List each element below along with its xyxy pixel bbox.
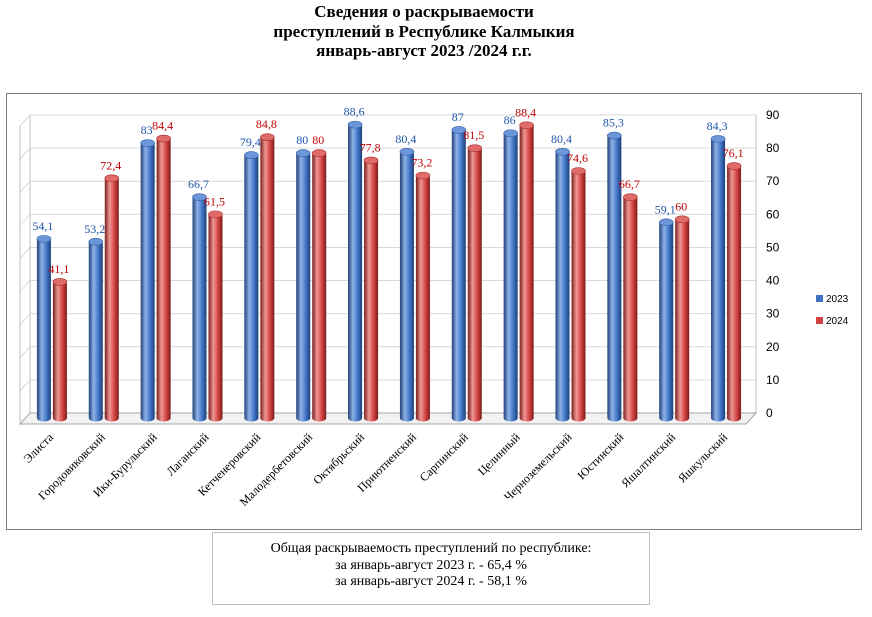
bar-2023	[36, 235, 52, 422]
data-label-2023: 86	[504, 113, 516, 127]
y-tick-label: 90	[766, 108, 780, 122]
data-label-2024: 72,4	[100, 158, 121, 172]
side-gridline	[19, 280, 31, 292]
chart-title: Сведения о раскрываемости преступлений в…	[0, 2, 848, 61]
chart-floor	[18, 412, 758, 425]
category-label: Элиста	[21, 430, 57, 466]
category-label: Лаганский	[163, 430, 212, 479]
data-label-2024: 74,6	[567, 151, 588, 165]
bar-2024	[726, 162, 742, 422]
data-label-2023: 54,1	[32, 219, 53, 233]
y-tick-label: 80	[766, 141, 780, 155]
bar-2024	[208, 210, 223, 422]
y-tick-label: 20	[766, 340, 780, 354]
bar-2024	[260, 133, 275, 422]
bar-2023	[607, 131, 622, 422]
bar-2024	[674, 215, 690, 422]
y-tick-label: 10	[766, 373, 780, 387]
bar-2023	[710, 135, 726, 422]
side-gridline	[19, 247, 31, 259]
bar-2023	[244, 151, 259, 422]
category-label: Целинный	[475, 430, 523, 478]
category-label: Сарпинский	[417, 430, 472, 485]
data-label-2023: 87	[452, 110, 464, 124]
bar-2024	[363, 156, 379, 422]
y-tick-label: 70	[766, 174, 780, 188]
title-line-1: Сведения о раскрываемости	[314, 2, 534, 21]
legend-label-2024: 2024	[826, 316, 849, 327]
y-tick-label: 50	[766, 240, 780, 254]
bar-2023	[503, 129, 518, 422]
side-gridline	[19, 313, 31, 326]
y-tick-label: 40	[766, 274, 780, 288]
bar-2023	[658, 218, 674, 422]
data-label-2023: 79,4	[240, 135, 261, 149]
legend-label-2023: 2023	[826, 294, 849, 305]
data-label-2024: 80	[312, 133, 324, 147]
data-label-2024: 81,5	[463, 128, 484, 142]
data-label-2024: 61,5	[204, 194, 225, 208]
data-label-2024: 84,8	[256, 117, 277, 131]
category-label: Яшкульский	[675, 430, 730, 485]
data-label-2024: 66,7	[619, 177, 640, 191]
data-label-2023: 59,1	[655, 202, 676, 216]
bar-2023	[140, 139, 155, 422]
side-gridline	[19, 213, 31, 226]
bar-2024	[52, 278, 68, 422]
data-label-2023: 88,6	[344, 105, 365, 119]
category-label: Октябрьский	[310, 430, 367, 487]
data-label-2023: 83	[141, 123, 153, 137]
bar-2023	[555, 147, 570, 422]
bar-2023	[347, 120, 363, 422]
title-line-2: преступлений в Республике Калмыкия	[273, 21, 575, 41]
bar-2024	[156, 134, 171, 422]
bar-2023	[399, 147, 415, 422]
data-label-2023: 80,4	[395, 132, 416, 146]
y-tick-label: 0	[766, 406, 773, 420]
bar-2023	[295, 149, 311, 422]
data-label-2024: 88,4	[515, 105, 536, 119]
data-label-2024: 60	[675, 199, 687, 213]
bar-2023	[451, 126, 467, 422]
bar-2024	[571, 167, 586, 422]
data-label-2023: 85,3	[603, 116, 624, 130]
side-gridline	[19, 346, 31, 359]
bar-2024	[467, 144, 483, 422]
title-line-3: январь-август 2023 /2024 г.г.	[316, 41, 532, 60]
bar-2024	[415, 171, 431, 422]
data-label-2024: 84,4	[152, 119, 173, 133]
category-label: Яшалтинский	[618, 430, 678, 490]
summary-box: Общая раскрываемость преступлений по рес…	[212, 532, 650, 605]
legend-swatch-2023	[816, 295, 823, 302]
side-gridline	[19, 379, 31, 392]
side-gridline	[19, 180, 31, 193]
bar-2023	[192, 193, 207, 422]
bar-2024	[311, 149, 327, 422]
summary-line-3: за январь-август 2024 г. - 58,1 %	[335, 574, 527, 589]
summary-line-2: за январь-август 2023 г. - 65,4 %	[335, 557, 527, 573]
bar-2024	[104, 174, 120, 422]
bar-2023	[88, 238, 104, 422]
bar-2024	[519, 121, 534, 422]
side-gridline	[19, 114, 31, 127]
side-gridline	[19, 147, 31, 160]
data-label-2024: 73,2	[411, 156, 432, 170]
data-label-2023: 84,3	[707, 119, 728, 133]
data-label-2023: 80	[296, 133, 308, 147]
data-label-2024: 41,1	[48, 262, 69, 276]
y-tick-label: 60	[766, 207, 780, 221]
data-label-2023: 66,7	[188, 177, 209, 191]
summary-line-1: Общая раскрываемость преступлений по рес…	[270, 541, 592, 556]
category-label: Юстинский	[574, 430, 627, 483]
bar-2024	[623, 193, 638, 422]
data-label-2024: 76,1	[723, 146, 744, 160]
y-tick-label: 30	[766, 307, 780, 321]
data-label-2023: 80,4	[551, 132, 572, 146]
legend-swatch-2024	[816, 317, 823, 324]
data-label-2024: 77,8	[360, 140, 381, 154]
data-label-2023: 53,2	[84, 222, 105, 236]
